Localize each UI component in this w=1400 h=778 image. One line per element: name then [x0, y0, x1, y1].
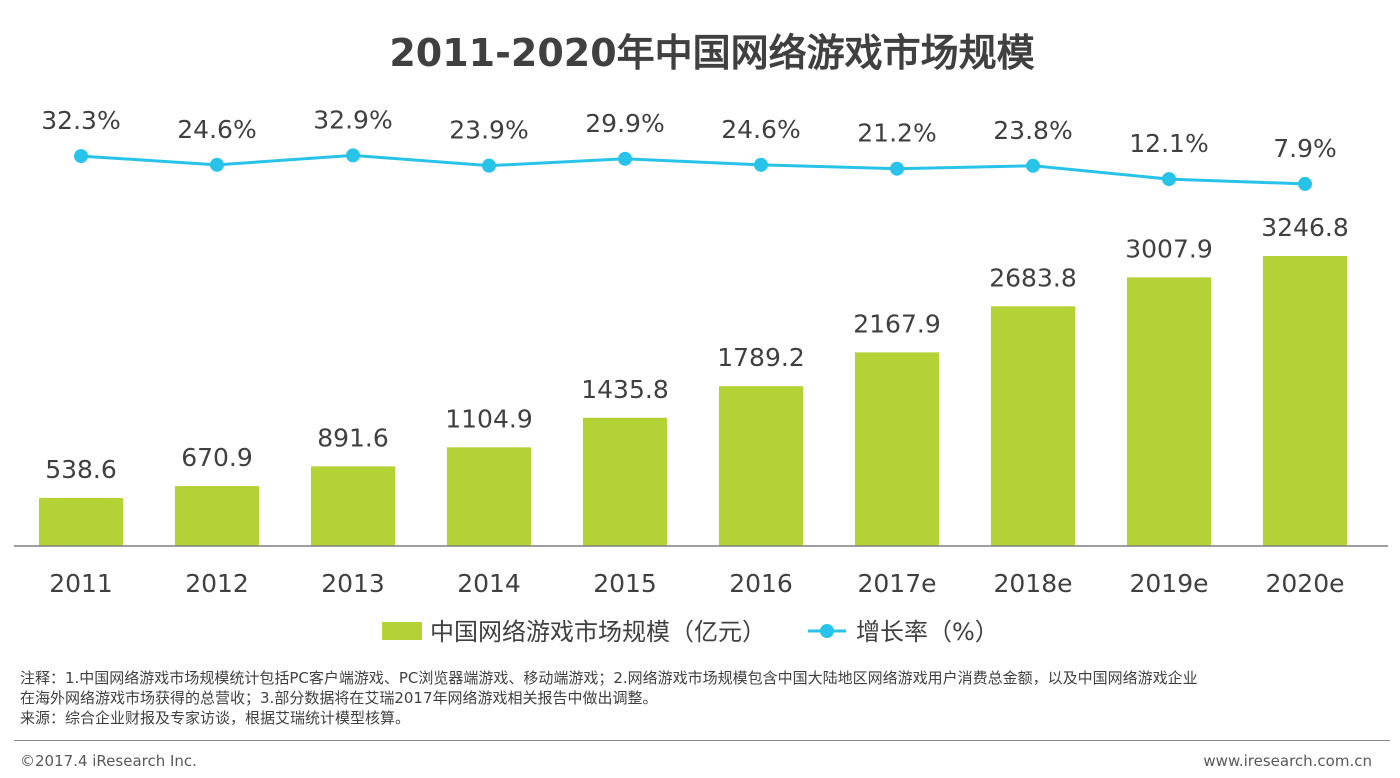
- copyright: ©2017.4 iResearch Inc.: [20, 752, 197, 770]
- bar-2017e: [855, 352, 939, 546]
- x-tick-label: 2015: [593, 569, 657, 598]
- growth-point-2018e: [1026, 158, 1040, 173]
- bar-value-label: 538.6: [45, 455, 117, 484]
- source-line: 来源：综合企业财报及专家访谈，根据艾瑞统计模型核算。: [20, 709, 411, 727]
- bar-2020e: [1263, 256, 1347, 546]
- x-tick-label: 2017e: [857, 569, 936, 598]
- x-tick-label: 2014: [457, 569, 521, 598]
- footnotes: 注释：1.中国网络游戏市场规模统计包括PC客户端游戏、PC浏览器端游戏、移动端游…: [20, 668, 1390, 728]
- x-tick-label: 2012: [185, 569, 249, 598]
- x-tick-label: 2016: [729, 569, 793, 598]
- growth-point-2020e: [1298, 176, 1312, 191]
- bar-2012: [175, 486, 259, 546]
- bar-2015: [583, 417, 667, 546]
- growth-rate-line: [80, 153, 1306, 186]
- x-tick-label: 2019e: [1129, 569, 1208, 598]
- bar-value-label: 3246.8: [1261, 213, 1348, 242]
- x-tick-label: 2020e: [1265, 569, 1344, 598]
- legend-line-marker: [820, 624, 834, 638]
- bar-value-label: 670.9: [181, 443, 253, 472]
- bar-value-label: 1104.9: [445, 404, 532, 433]
- bar-2018e: [991, 306, 1075, 546]
- bar-2016: [719, 386, 803, 546]
- bar-2011: [39, 497, 123, 546]
- legend: 中国网络游戏市场规模（亿元） 增长率（%）: [382, 618, 999, 646]
- note-line-2: 在海外网络游戏市场获得的总营收；3.部分数据将在艾瑞2017年网络游戏相关报告中…: [20, 689, 658, 707]
- bar-value-label: 3007.9: [1125, 234, 1212, 263]
- bar-2013: [311, 466, 395, 546]
- x-tick-label: 2018e: [993, 569, 1072, 598]
- x-tick-label: 2013: [321, 569, 385, 598]
- website-url: www.iresearch.com.cn: [1203, 752, 1372, 770]
- bar-value-label: 2683.8: [989, 263, 1076, 292]
- growth-value-label: 29.9%: [585, 109, 664, 138]
- footer-divider: [14, 740, 1390, 741]
- bar-2019e: [1127, 277, 1211, 546]
- bar-value-label: 1789.2: [717, 343, 804, 372]
- bar-value-label: 891.6: [317, 423, 389, 452]
- legend-line-label: 增长率（%）: [856, 618, 999, 646]
- growth-value-label: 24.6%: [177, 115, 256, 144]
- growth-point-2012: [210, 157, 224, 172]
- growth-value-label: 32.9%: [313, 105, 392, 134]
- growth-value-label: 7.9%: [1273, 134, 1337, 163]
- growth-point-2014: [482, 158, 496, 173]
- growth-value-label: 21.2%: [857, 119, 936, 148]
- growth-value-label: 23.9%: [449, 116, 528, 145]
- growth-point-2017e: [890, 161, 904, 176]
- x-tick-label: 2011: [49, 569, 113, 598]
- note-line-1: 注释：1.中国网络游戏市场规模统计包括PC客户端游戏、PC浏览器端游戏、移动端游…: [20, 669, 1198, 687]
- legend-bar-label: 中国网络游戏市场规模（亿元）: [430, 618, 766, 646]
- growth-point-2011: [74, 149, 88, 164]
- chart-title: 2011-2020年中国网络游戏市场规模: [389, 31, 1034, 75]
- legend-bar-swatch: [382, 622, 422, 640]
- growth-value-label: 12.1%: [1129, 129, 1208, 158]
- growth-point-2016: [754, 157, 768, 172]
- growth-point-2015: [618, 151, 632, 166]
- bar-2014: [447, 447, 531, 546]
- bar-value-label: 2167.9: [853, 309, 940, 338]
- growth-value-label: 23.8%: [993, 116, 1072, 145]
- growth-point-2019e: [1162, 172, 1176, 187]
- growth-value-label: 32.3%: [41, 106, 120, 135]
- growth-value-label: 24.6%: [721, 115, 800, 144]
- growth-point-2013: [346, 148, 360, 163]
- bar-value-label: 1435.8: [581, 375, 668, 404]
- chart: 2011-2020年中国网络游戏市场规模 538.6 2011 670.9 2012 8…: [14, 31, 1388, 646]
